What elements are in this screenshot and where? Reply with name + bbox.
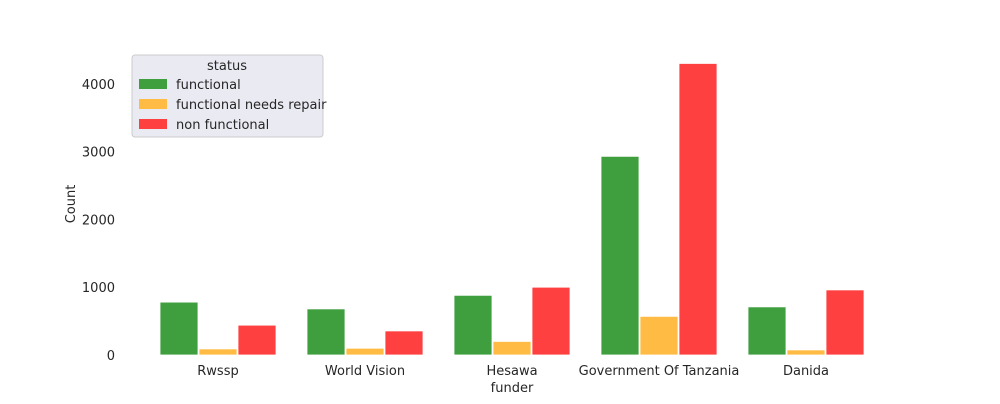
legend-swatch xyxy=(139,79,167,89)
y-axis-title: Count xyxy=(64,185,79,224)
x-ticks: Rwssp World Vision Hesawa Government Of Tan… xyxy=(197,364,829,379)
x-tick-label: Government Of Tanzania xyxy=(579,364,740,379)
y-ticks: 0 1000 2000 3000 4000 xyxy=(82,78,115,364)
bar-functional xyxy=(600,155,640,356)
bar-non-functional xyxy=(531,286,571,356)
bar-functional-needs-repair xyxy=(786,349,826,356)
bar-non-functional xyxy=(678,63,718,356)
bar-functional-needs-repair xyxy=(639,315,679,356)
bar-non-functional xyxy=(237,324,277,356)
x-tick-label: World Vision xyxy=(325,364,405,379)
y-tick-label: 3000 xyxy=(82,146,115,161)
legend: status functional functional needs repair… xyxy=(131,54,327,138)
x-tick-label: Danida xyxy=(783,364,829,379)
legend-swatch xyxy=(139,99,167,109)
y-tick-label: 4000 xyxy=(82,78,115,93)
legend-items: functional functional needs repair non fun… xyxy=(139,78,327,133)
legend-label: functional needs repair xyxy=(176,98,327,113)
y-tick-label: 0 xyxy=(107,349,115,364)
bar-functional xyxy=(306,308,346,356)
bar-non-functional xyxy=(825,289,865,356)
legend-swatch xyxy=(139,119,167,129)
bar-functional xyxy=(159,301,199,356)
bar-functional xyxy=(453,294,493,356)
bar-non-functional xyxy=(384,330,424,356)
bars-layer xyxy=(159,63,865,356)
legend-label: functional xyxy=(176,78,241,93)
bar-functional xyxy=(747,306,787,356)
legend-frame xyxy=(131,54,324,138)
bar-functional-needs-repair xyxy=(492,341,532,356)
bar-functional-needs-repair xyxy=(198,348,238,356)
x-axis-title: funder xyxy=(491,381,534,396)
x-tick-label: Hesawa xyxy=(486,364,537,379)
legend-title: status xyxy=(207,59,247,74)
x-tick-label: Rwssp xyxy=(197,364,238,379)
legend-label: non functional xyxy=(176,118,269,133)
bar-functional-needs-repair xyxy=(345,347,385,356)
y-tick-label: 1000 xyxy=(82,281,115,296)
y-tick-label: 2000 xyxy=(82,213,115,228)
